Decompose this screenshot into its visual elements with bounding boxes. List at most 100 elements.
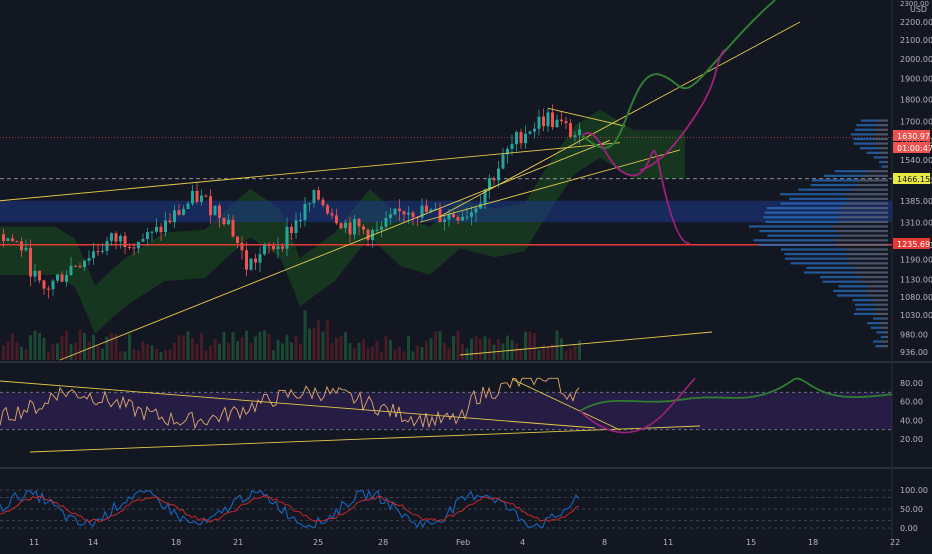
volume-bar [20, 346, 23, 360]
volume-bar [105, 336, 109, 360]
volume-bar [132, 348, 136, 360]
volume-profile-bar [765, 220, 839, 223]
volume-bar [15, 342, 19, 360]
trendline-8[interactable] [511, 378, 621, 431]
candle [528, 131, 532, 134]
time-tick-12: 22 [890, 538, 900, 547]
trendline-3[interactable] [439, 21, 801, 217]
candle [213, 205, 217, 216]
volume-bar [375, 340, 379, 360]
volume-bar [294, 336, 298, 360]
trendline-2[interactable] [419, 149, 681, 223]
volume-bar [317, 320, 320, 360]
volume-profile-bar [854, 271, 888, 274]
candle [573, 135, 577, 137]
price-tick-4: 1800.00 [900, 96, 932, 105]
volume-bar [461, 344, 464, 360]
volume-profile-bar [873, 133, 888, 136]
volume-bar [236, 341, 239, 360]
candle [420, 205, 424, 218]
stoch-axis[interactable]: 100.00 50.00 0.00 [900, 486, 928, 533]
volume-profile-bar [873, 299, 888, 302]
volume-bar [528, 331, 532, 360]
countdown-tag [893, 142, 930, 153]
volume-bar [222, 332, 226, 360]
candle [510, 144, 514, 149]
volume-bar [272, 350, 275, 360]
volume-profile-bar [882, 345, 888, 348]
candle [204, 195, 208, 197]
volume-profile-bar [873, 156, 883, 159]
candle [447, 213, 451, 220]
volume-bar [285, 334, 289, 360]
volume-bar [231, 332, 235, 360]
candle [375, 229, 379, 231]
candle [245, 250, 248, 270]
candle [20, 241, 23, 251]
volume-profile-bar [874, 312, 888, 316]
candle [173, 210, 176, 223]
price-tick-17: 936.00 [900, 348, 928, 357]
volume-bar [195, 344, 199, 360]
candle [56, 274, 59, 281]
candle [42, 280, 46, 289]
volume-profile-bar [874, 128, 888, 131]
time-tick-5: 28 [378, 538, 388, 547]
candle [132, 247, 136, 249]
volume-bar [429, 338, 433, 360]
volume-profile-bar [875, 345, 883, 348]
volume-bar [303, 310, 307, 360]
volume-profile-bar [874, 137, 888, 141]
trendline-1[interactable] [59, 139, 611, 361]
candle [159, 226, 163, 233]
rsi-forecast-magenta [579, 377, 696, 434]
volume-profile-bar [838, 220, 888, 223]
time-axis[interactable]: 11 14 18 21 25 28 Feb 4 8 11 15 18 22 [29, 538, 900, 547]
candle [537, 116, 541, 129]
candle [182, 208, 185, 215]
trendline-4[interactable] [547, 107, 626, 127]
volume-profile-bar [862, 174, 888, 177]
candle [78, 266, 82, 268]
candle [474, 208, 478, 213]
trendline-0[interactable] [0, 142, 621, 202]
volume-profile-bar [852, 299, 874, 302]
candle [218, 205, 221, 218]
candle [429, 209, 433, 213]
candle [362, 226, 365, 230]
candle [267, 245, 271, 247]
trendline-7[interactable] [29, 425, 701, 453]
volume-bar [119, 351, 122, 360]
volume-bar [11, 333, 14, 360]
volume-bar [411, 351, 415, 360]
time-tick-7: 4 [520, 538, 525, 547]
volume-bar [227, 342, 230, 360]
volume-bar [443, 342, 446, 360]
candle [195, 190, 199, 202]
candle [555, 119, 559, 128]
volume-bar [416, 345, 419, 360]
volume-profile-bar [856, 183, 888, 187]
volume-bar [281, 343, 284, 360]
trendline-6[interactable] [0, 380, 596, 429]
candle [141, 239, 145, 242]
volume-bar [470, 338, 473, 360]
trendline-5[interactable] [459, 331, 713, 356]
volume-profile-bar [870, 326, 882, 329]
candle [290, 226, 293, 233]
volume-bar [326, 320, 329, 360]
candle [569, 123, 572, 137]
candle [128, 247, 131, 249]
volume-profile-bar [882, 317, 888, 320]
volume-profile-bar [855, 308, 876, 311]
rsi-axis[interactable]: 80.00 60.00 40.00 20.00 [900, 379, 923, 444]
volume-profile-bar [857, 179, 888, 182]
volume-profile-bar [859, 147, 877, 150]
volume-bar [114, 333, 118, 360]
candle [240, 242, 244, 251]
plot-area[interactable] [0, 0, 893, 529]
volume-profile-bar [803, 271, 855, 274]
stoch-d-line [0, 495, 580, 523]
